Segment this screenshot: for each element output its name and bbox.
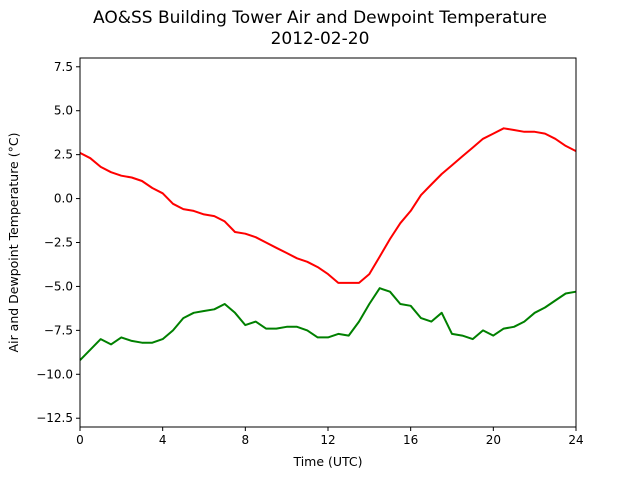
y-tick-label: 2.5 xyxy=(54,148,73,162)
y-tick-label: 0.0 xyxy=(54,192,73,206)
y-tick-label: −5.0 xyxy=(44,279,73,293)
x-tick-label: 20 xyxy=(486,433,501,447)
y-tick-label: 5.0 xyxy=(54,104,73,118)
y-tick-label: −12.5 xyxy=(36,411,73,425)
chart-subtitle: 2012-02-20 xyxy=(270,29,370,49)
x-tick-label: 16 xyxy=(403,433,418,447)
y-ticks: 7.5 5.0 2.5 0.0 −2.5 −5.0 −7.5 −10.0 −12.5 xyxy=(36,60,80,425)
y-tick-label: −7.5 xyxy=(44,323,73,337)
series-layer xyxy=(79,127,577,361)
y-axis-label: Air and Dewpoint Temperature (°C) xyxy=(6,133,21,353)
y-tick-label: −10.0 xyxy=(36,367,73,381)
series-line-2 xyxy=(79,287,577,361)
x-tick-label: 24 xyxy=(568,433,583,447)
y-tick-label: −2.5 xyxy=(44,236,73,250)
x-ticks: 0 4 8 12 16 20 24 xyxy=(76,427,584,447)
x-tick-label: 4 xyxy=(159,433,167,447)
x-tick-label: 8 xyxy=(242,433,250,447)
y-tick-label: 7.5 xyxy=(54,60,73,74)
chart-title: AO&SS Building Tower Air and Dewpoint Te… xyxy=(92,8,547,28)
x-tick-label: 0 xyxy=(76,433,84,447)
series-line-1 xyxy=(79,127,577,284)
x-axis-label: Time (UTC) xyxy=(292,454,362,469)
x-tick-label: 12 xyxy=(320,433,335,447)
plot-frame xyxy=(79,57,577,428)
